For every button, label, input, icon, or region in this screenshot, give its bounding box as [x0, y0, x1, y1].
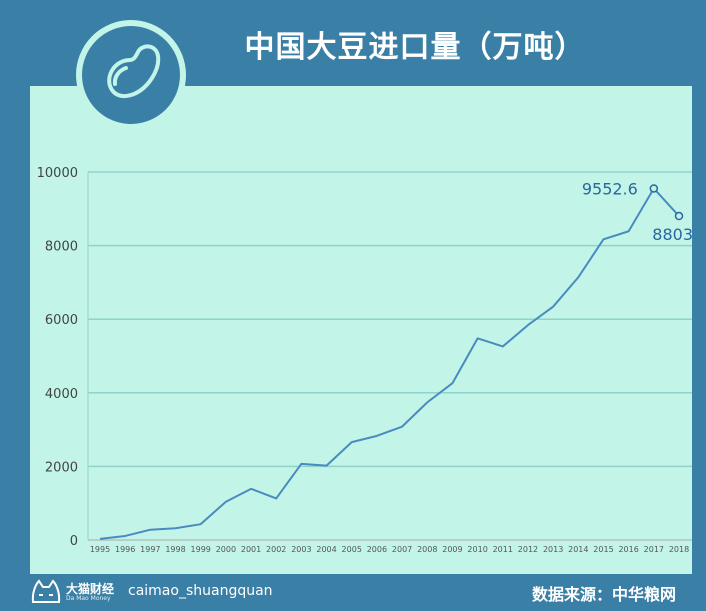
cat-face-icon — [31, 579, 61, 603]
x-tick-label: 2014 — [568, 545, 588, 554]
plot-panel — [30, 86, 692, 574]
x-tick-label: 2003 — [291, 545, 311, 554]
logo-badge — [76, 20, 186, 130]
x-tick-label: 2005 — [342, 545, 362, 554]
x-tick-label: 2015 — [593, 545, 613, 554]
x-tick-label: 1997 — [140, 545, 160, 554]
x-tick-label: 2001 — [241, 545, 261, 554]
data-label: 8803 — [652, 225, 693, 244]
x-tick-label: 2000 — [216, 545, 236, 554]
x-tick-label: 1996 — [115, 545, 135, 554]
footer-bar: 大猫财经 Da Mao Money caimao_shuangquan 数据来源… — [0, 574, 706, 611]
x-tick-label: 2017 — [644, 545, 664, 554]
data-point-marker — [674, 211, 684, 221]
x-tick-label: 2007 — [392, 545, 412, 554]
y-tick-label: 8000 — [45, 240, 78, 255]
x-tick-label: 2016 — [618, 545, 638, 554]
x-tick-label: 1999 — [191, 545, 211, 554]
x-tick-label: 2006 — [367, 545, 387, 554]
y-tick-label: 6000 — [45, 313, 78, 328]
x-tick-label: 2010 — [467, 545, 487, 554]
x-tick-label: 1995 — [90, 545, 110, 554]
x-tick-label: 2004 — [316, 545, 336, 554]
series-line — [99, 187, 680, 540]
data-label: 9552.6 — [582, 179, 638, 198]
x-tick-label: 2012 — [518, 545, 538, 554]
y-tick-label: 4000 — [45, 387, 78, 402]
bean-icon — [107, 44, 161, 99]
brand-name: 大猫财经 — [66, 582, 115, 596]
x-tick-label: 1998 — [165, 545, 185, 554]
x-tick-label: 2008 — [417, 545, 437, 554]
y-tick-label: 0 — [70, 534, 78, 549]
y-tick-label: 2000 — [45, 460, 78, 475]
x-tick-label: 2009 — [442, 545, 462, 554]
x-tick-label: 2002 — [266, 545, 286, 554]
x-tick-label: 2013 — [543, 545, 563, 554]
x-tick-label: 2018 — [669, 545, 689, 554]
data-source: 数据来源：中华粮网 — [531, 585, 676, 604]
chart-title: 中国大豆进口量（万吨） — [244, 30, 586, 65]
data-point-marker — [649, 184, 659, 193]
social-handle: caimao_shuangquan — [128, 583, 273, 599]
brand-subtitle: Da Mao Money — [66, 595, 111, 602]
x-tick-label: 2011 — [493, 545, 513, 554]
y-tick-label: 10000 — [37, 166, 78, 181]
